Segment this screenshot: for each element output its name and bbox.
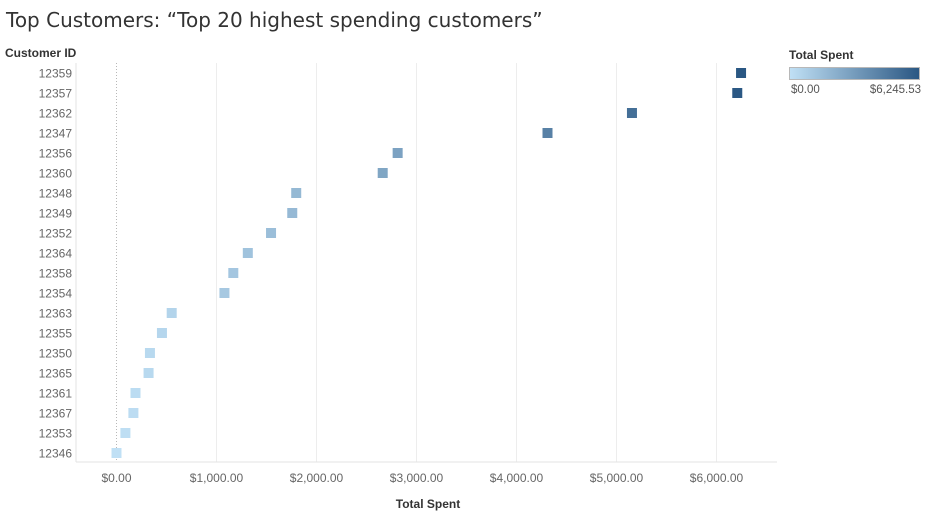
data-point: [287, 208, 298, 218]
y-tick-label: 12346: [39, 447, 73, 461]
y-tick-label: 12352: [39, 227, 73, 241]
legend-max-label: $6,245.53: [869, 84, 921, 96]
y-tick-label: 12364: [39, 247, 73, 261]
legend-title: Total Spent: [789, 48, 854, 62]
data-point: [120, 428, 131, 438]
x-tick-label: $3,000.00: [390, 471, 444, 485]
x-tick-label: $2,000.00: [290, 471, 344, 485]
y-tick-label: 12357: [39, 87, 73, 101]
y-tick-label: 12347: [39, 127, 73, 141]
y-tick-label: 12355: [39, 327, 73, 341]
x-axis-title: Total Spent: [396, 497, 460, 511]
data-point: [242, 248, 253, 258]
y-tick-label: 12365: [39, 367, 73, 381]
x-tick-label: $0.00: [101, 471, 131, 485]
data-point: [392, 148, 403, 158]
data-point: [144, 348, 155, 358]
data-point: [111, 448, 122, 458]
y-tick-label: 12348: [39, 187, 73, 201]
x-tick-label: $5,000.00: [590, 471, 644, 485]
chart-title: Top Customers: “Top 20 highest spending …: [6, 8, 543, 32]
y-tick-label: 12363: [39, 307, 73, 321]
data-point: [736, 68, 747, 78]
data-point: [166, 308, 177, 318]
y-tick-label: 12349: [39, 207, 73, 221]
data-point: [626, 108, 637, 118]
x-tick-label: $6,000.00: [690, 471, 744, 485]
color-legend[interactable]: Total Spent $0.00 $6,245.53: [789, 48, 923, 98]
data-point: [130, 388, 141, 398]
y-tick-label: 12362: [39, 107, 73, 121]
y-tick-label: 12361: [39, 387, 73, 401]
data-point: [228, 268, 239, 278]
legend-color-ramp: [789, 67, 920, 80]
y-tick-label: 12350: [39, 347, 73, 361]
y-tick-label: 12354: [39, 287, 73, 301]
y-tick-label: 12358: [39, 267, 73, 281]
data-point: [266, 228, 277, 238]
data-point: [128, 408, 139, 418]
y-tick-label: 12367: [39, 407, 73, 421]
x-tick-label: $1,000.00: [190, 471, 244, 485]
data-point: [156, 328, 167, 338]
y-tick-label: 12353: [39, 427, 73, 441]
y-tick-label: 12360: [39, 167, 73, 181]
y-axis-title: Customer ID: [5, 46, 77, 60]
y-tick-label: 12359: [39, 67, 73, 81]
data-point: [219, 288, 230, 298]
data-point: [542, 128, 553, 138]
legend-min-label: $0.00: [791, 84, 820, 96]
data-point: [377, 168, 388, 178]
x-tick-label: $4,000.00: [490, 471, 544, 485]
data-point: [732, 88, 743, 98]
y-tick-label: 12356: [39, 147, 73, 161]
data-point: [291, 188, 302, 198]
data-point: [143, 368, 154, 378]
